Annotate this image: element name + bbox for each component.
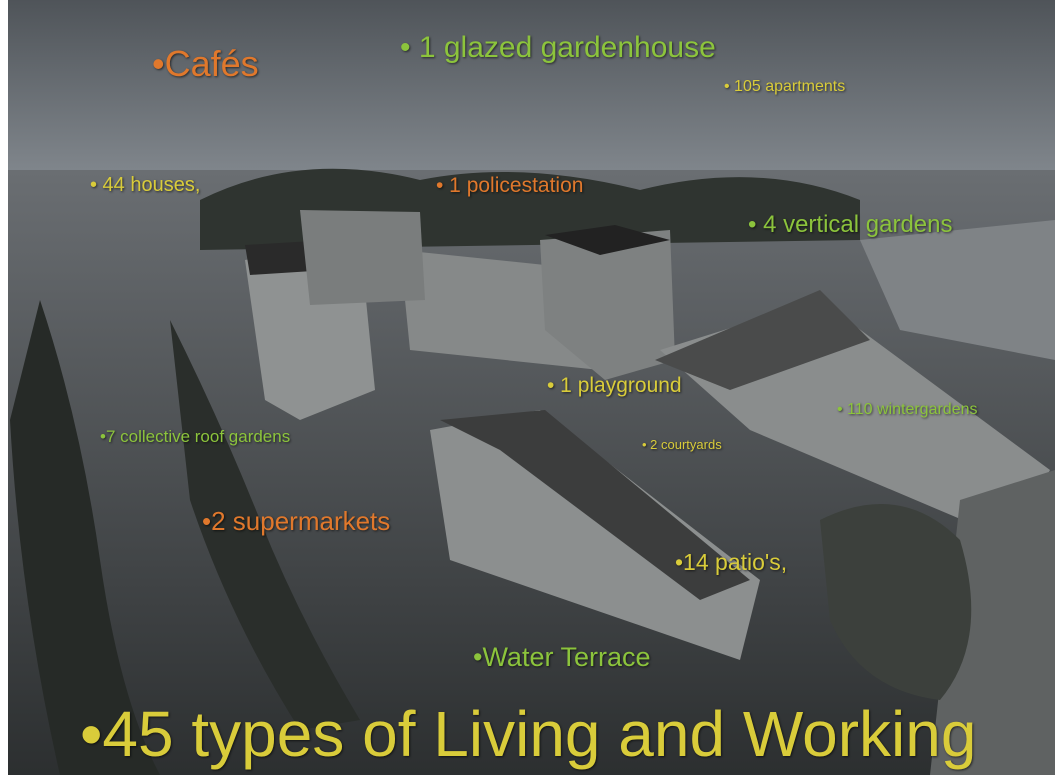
border <box>0 0 8 775</box>
building <box>300 210 425 305</box>
label: • 2 courtyards <box>642 438 722 451</box>
label: •Water Terrace <box>473 644 651 671</box>
page: •Cafés • 1 glazed gardenhouse • 105 apar… <box>0 0 1055 775</box>
label: •2 supermarkets <box>202 508 390 534</box>
label: • 105 apartments <box>724 79 845 95</box>
label: •7 collective roof gardens <box>100 428 290 445</box>
label: •14 patio's, <box>675 551 787 574</box>
label: •Cafés <box>152 46 259 82</box>
label: • 110 wintergardens <box>837 402 978 418</box>
label: • 1 policestation <box>436 175 583 196</box>
headline: •45 types of Living and Working <box>80 702 976 766</box>
sky <box>0 0 1055 190</box>
label: • 1 playground <box>547 375 682 396</box>
label: • 4 vertical gardens <box>748 213 953 237</box>
label: • 1 glazed gardenhouse <box>400 33 716 63</box>
label: • 44 houses, <box>90 175 200 195</box>
